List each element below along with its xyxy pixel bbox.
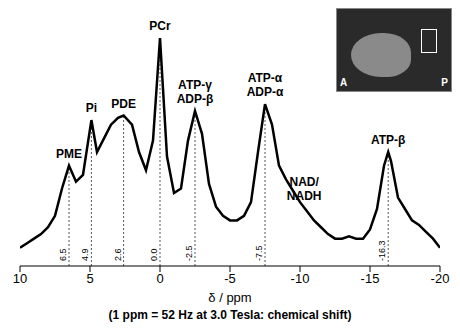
svg-text:4.9: 4.9 bbox=[80, 248, 90, 261]
svg-text:PME: PME bbox=[56, 147, 82, 161]
svg-text:-16.3: -16.3 bbox=[377, 240, 387, 261]
svg-text:ADP-β: ADP-β bbox=[177, 92, 214, 106]
svg-text:-20: -20 bbox=[431, 271, 450, 286]
svg-text:10: 10 bbox=[13, 271, 27, 286]
svg-text:-15: -15 bbox=[361, 271, 380, 286]
html-text:A: A bbox=[340, 77, 348, 88]
html-text:δ / ppm: δ / ppm bbox=[208, 290, 252, 305]
svg-text:5: 5 bbox=[86, 271, 93, 286]
svg-text:NAD/: NAD/ bbox=[290, 175, 320, 189]
svg-text:PCr: PCr bbox=[149, 19, 171, 33]
svg-text:-5: -5 bbox=[224, 271, 236, 286]
html-text:P: P bbox=[441, 77, 448, 88]
svg-text:Pi: Pi bbox=[86, 101, 97, 115]
svg-text:NADH: NADH bbox=[287, 189, 322, 203]
svg-text:PDE: PDE bbox=[111, 97, 136, 111]
svg-text:-2.5: -2.5 bbox=[184, 245, 194, 261]
svg-text:2.6: 2.6 bbox=[113, 248, 123, 261]
svg-text:ATP-γ: ATP-γ bbox=[178, 78, 212, 92]
svg-text:-7.5: -7.5 bbox=[254, 245, 264, 261]
svg-text:0: 0 bbox=[156, 271, 163, 286]
svg-text:ATP-α: ATP-α bbox=[248, 71, 283, 85]
svg-text:6.5: 6.5 bbox=[58, 248, 68, 261]
svg-text:ATP-β: ATP-β bbox=[371, 133, 405, 147]
html-text:(1 ppm = 52 Hz at 3.0 Tesla: c: (1 ppm = 52 Hz at 3.0 Tesla: chemical sh… bbox=[108, 308, 352, 322]
svg-text:0.0: 0.0 bbox=[149, 248, 159, 261]
svg-text:ADP-α: ADP-α bbox=[247, 85, 284, 99]
svg-text:-10: -10 bbox=[291, 271, 310, 286]
